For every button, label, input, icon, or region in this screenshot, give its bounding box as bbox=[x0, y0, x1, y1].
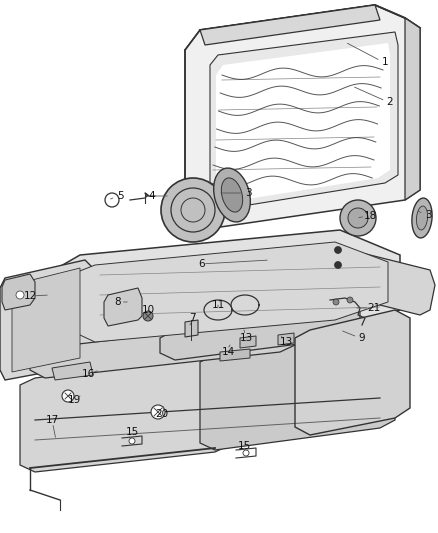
Polygon shape bbox=[52, 242, 388, 342]
Polygon shape bbox=[200, 333, 395, 450]
Circle shape bbox=[340, 200, 376, 236]
Polygon shape bbox=[52, 362, 93, 380]
Text: 3: 3 bbox=[245, 188, 251, 198]
Circle shape bbox=[335, 262, 342, 269]
Circle shape bbox=[243, 450, 249, 456]
Text: 6: 6 bbox=[199, 259, 205, 269]
Polygon shape bbox=[216, 43, 390, 203]
Polygon shape bbox=[315, 245, 435, 315]
Polygon shape bbox=[160, 305, 360, 360]
Ellipse shape bbox=[221, 178, 243, 212]
Circle shape bbox=[105, 193, 119, 207]
Polygon shape bbox=[0, 260, 95, 380]
Polygon shape bbox=[185, 320, 198, 337]
Polygon shape bbox=[200, 5, 380, 45]
Text: 21: 21 bbox=[367, 303, 381, 313]
Text: 15: 15 bbox=[125, 427, 138, 437]
Circle shape bbox=[333, 299, 339, 305]
Polygon shape bbox=[104, 288, 142, 326]
Polygon shape bbox=[20, 355, 230, 472]
Circle shape bbox=[129, 438, 135, 444]
Text: 12: 12 bbox=[23, 291, 37, 301]
Polygon shape bbox=[220, 349, 250, 361]
Polygon shape bbox=[30, 320, 295, 378]
Text: 9: 9 bbox=[359, 333, 365, 343]
Circle shape bbox=[151, 405, 165, 419]
Text: 13: 13 bbox=[279, 337, 293, 347]
Polygon shape bbox=[240, 336, 256, 348]
Text: 16: 16 bbox=[81, 369, 95, 379]
Text: 7: 7 bbox=[189, 313, 195, 323]
Text: 20: 20 bbox=[155, 409, 169, 419]
Text: 13: 13 bbox=[240, 333, 253, 343]
Text: 18: 18 bbox=[364, 211, 377, 221]
Text: 19: 19 bbox=[67, 395, 81, 405]
Polygon shape bbox=[2, 274, 35, 310]
Text: 17: 17 bbox=[46, 415, 59, 425]
Circle shape bbox=[16, 291, 24, 299]
Ellipse shape bbox=[214, 168, 251, 222]
Text: 15: 15 bbox=[237, 441, 251, 451]
Text: 1: 1 bbox=[381, 57, 389, 67]
Text: 5: 5 bbox=[117, 191, 124, 201]
Text: 14: 14 bbox=[221, 347, 235, 357]
Text: 11: 11 bbox=[212, 300, 225, 310]
Ellipse shape bbox=[417, 206, 427, 230]
Circle shape bbox=[143, 311, 153, 321]
Polygon shape bbox=[12, 268, 80, 372]
Circle shape bbox=[335, 246, 342, 254]
Circle shape bbox=[62, 390, 74, 402]
Circle shape bbox=[348, 208, 368, 228]
Ellipse shape bbox=[412, 198, 432, 238]
Circle shape bbox=[347, 297, 353, 303]
Text: 3: 3 bbox=[425, 210, 431, 220]
Polygon shape bbox=[278, 333, 294, 345]
Circle shape bbox=[161, 178, 225, 242]
Text: 4: 4 bbox=[148, 191, 155, 201]
Polygon shape bbox=[295, 310, 410, 435]
Polygon shape bbox=[210, 32, 398, 210]
Polygon shape bbox=[40, 230, 400, 355]
Text: 10: 10 bbox=[141, 305, 155, 315]
Polygon shape bbox=[185, 5, 420, 230]
Text: 8: 8 bbox=[115, 297, 121, 307]
Polygon shape bbox=[405, 18, 420, 200]
Text: 2: 2 bbox=[387, 97, 393, 107]
